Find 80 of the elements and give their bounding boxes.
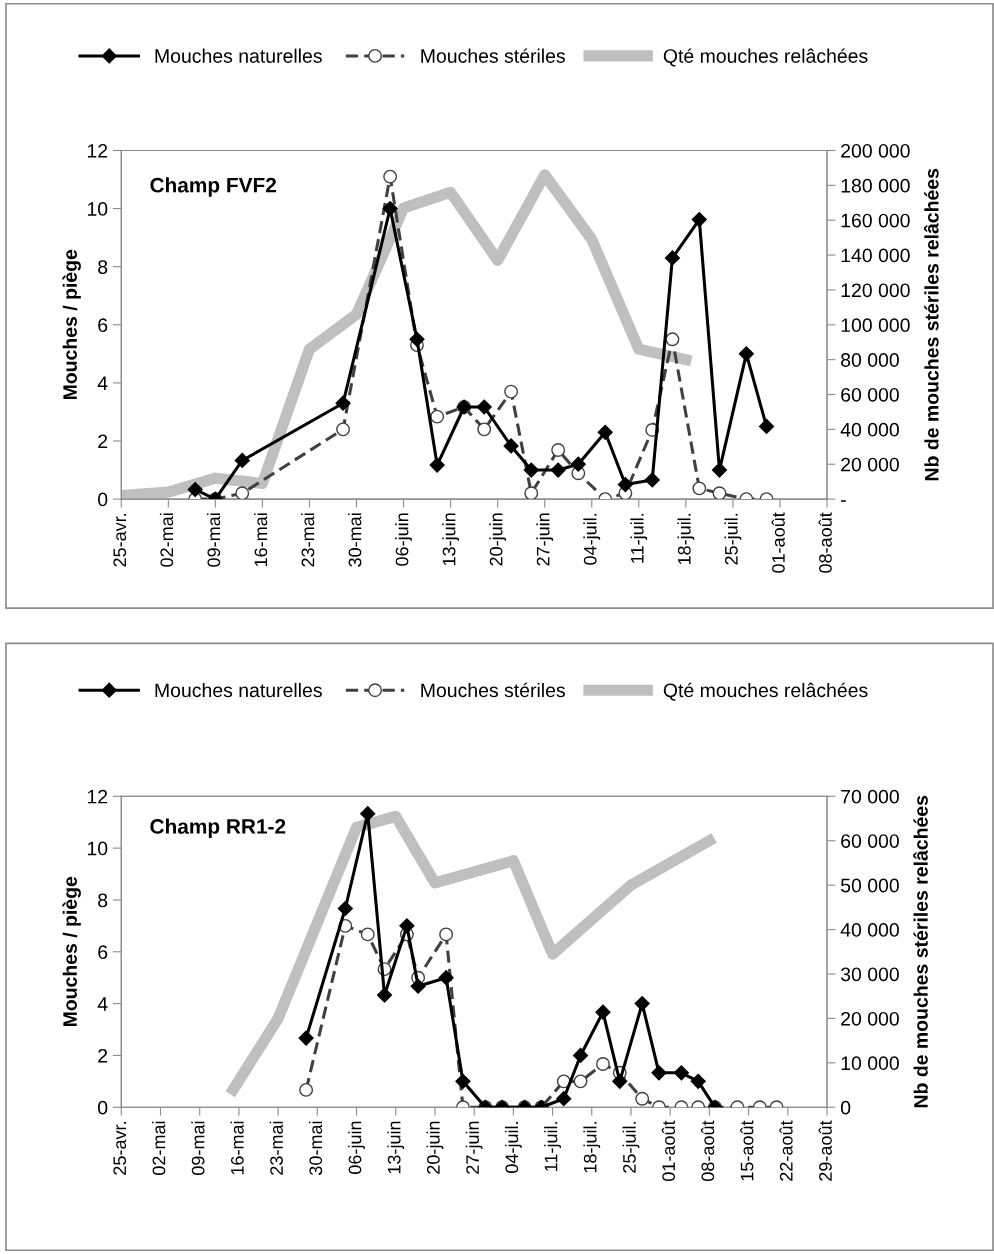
x-tick-label: 02-mai [159, 513, 174, 567]
x-tick-label: 20-juin [489, 513, 507, 566]
y-tick-label: 10 [87, 841, 108, 856]
x-tick-label: 11-juil. [544, 1122, 561, 1171]
x-tick-label: 13-juin [442, 513, 460, 566]
x-tick-label: 08-août [818, 512, 832, 573]
x-tick-label: 20-juin [426, 1121, 444, 1174]
y2-tick-label: 140 000 [841, 248, 910, 263]
y-tick-label: 12 [87, 789, 108, 804]
x-tick-label: 15-août [740, 1120, 754, 1181]
y-tick-label: 8 [98, 260, 108, 274]
y-tick-label: 8 [98, 893, 108, 908]
x-tick-label: 16-mai [254, 513, 268, 567]
y2-tick-label: 180 000 [841, 178, 910, 193]
y-axis-title: Mouches / piège [62, 249, 81, 400]
x-tick-label: 27-juin [536, 513, 554, 566]
legend-label: Qté mouches relâchées [663, 682, 868, 701]
x-tick-label: 30-mai [348, 513, 362, 567]
legend-label: Mouches stériles [421, 48, 565, 63]
y2-tick-label: 10 000 [841, 1056, 899, 1071]
y2-tick-label: - [841, 500, 846, 502]
x-tick-label: 25-juil. [622, 1122, 640, 1173]
x-tick-label: 29-août [818, 1120, 832, 1181]
x-tick-label: 01-août [661, 1120, 676, 1181]
x-tick-label: 18-juil. [583, 1122, 601, 1173]
y2-tick-label: 30 000 [840, 967, 899, 982]
x-tick-label: 13-juin [387, 1121, 405, 1174]
x-tick-label: 30-mai [308, 1121, 323, 1175]
y-tick-label: 10 [87, 202, 108, 216]
y2-tick-label: 200 000 [841, 143, 910, 158]
legend-label: Mouches naturelles [155, 682, 322, 698]
y-tick-label: 2 [98, 1048, 108, 1063]
y2-tick-label: 20 000 [841, 1011, 899, 1026]
y2-tick-label: 40 000 [840, 923, 899, 937]
x-tick-label: 25-avr. [113, 1122, 127, 1175]
y-tick-label: 0 [98, 492, 108, 507]
x-tick-label: 22-août [779, 1120, 793, 1181]
y2-tick-label: 60 000 [841, 387, 899, 402]
y-tick-label: 4 [97, 376, 108, 390]
x-tick-label: 04-juil. [504, 1122, 522, 1173]
y-tick-label: 2 [98, 434, 108, 449]
x-tick-label: 25-juil. [724, 513, 742, 565]
y2-tick-label: 160 000 [841, 213, 910, 228]
x-tick-label: 23-mai [269, 1121, 283, 1175]
y2-tick-label: 100 000 [841, 318, 910, 333]
x-tick-label: 09-mai [206, 513, 221, 567]
y-tick-label: 6 [98, 945, 108, 960]
y2-tick-label: 60 000 [841, 834, 899, 848]
text: Champ RR1-2 [150, 818, 286, 838]
legend-label: Mouches stériles [421, 682, 565, 698]
legend-label: Mouches naturelles [155, 48, 322, 63]
x-tick-label: 09-mai [191, 1121, 205, 1175]
y2-tick-label: 0 [840, 1100, 851, 1115]
x-tick-label: 06-juin [348, 1121, 365, 1174]
y2-tick-label: 120 000 [841, 283, 910, 298]
y2-tick-label: 80 000 [841, 353, 899, 367]
x-tick-label: 02-mai [152, 1121, 166, 1175]
y2-axis-title: Nb de mouches stériles relâchées [923, 168, 939, 481]
y-tick-label: 4 [97, 997, 108, 1011]
y-tick-label: 0 [98, 1100, 108, 1115]
x-tick-label: 08-août [700, 1120, 715, 1181]
y-tick-label: 12 [87, 143, 108, 158]
x-tick-label: 27-juin [465, 1121, 483, 1174]
y-axis-title: Mouches / piège [62, 876, 81, 1027]
y-tick-label: 6 [98, 318, 108, 333]
legend-label: Qté mouches relâchées [663, 48, 868, 67]
x-tick-label: 06-juin [395, 513, 412, 566]
y2-tick-label: 40 000 [840, 422, 899, 437]
x-tick-label: 16-mai [230, 1121, 244, 1175]
x-tick-label: 18-juil. [677, 513, 695, 565]
y2-axis-title: Nb de mouches stériles relâchées [913, 795, 928, 1108]
x-tick-label: 23-mai [301, 513, 315, 567]
x-tick-label: 04-juil. [583, 513, 601, 565]
y2-tick-label: 20 000 [841, 457, 899, 472]
y2-tick-label: 70 000 [841, 789, 899, 804]
text: Champ FVF2 [150, 177, 276, 197]
x-tick-label: 01-août [771, 512, 785, 573]
x-tick-label: 11-juil. [630, 513, 648, 563]
y2-tick-label: 50 000 [840, 878, 899, 893]
x-tick-label: 25-avr. [113, 513, 127, 567]
